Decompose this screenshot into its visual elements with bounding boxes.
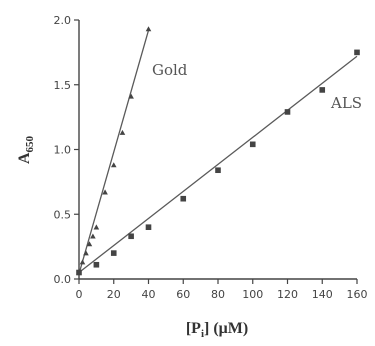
x-tick-label: 20 xyxy=(107,288,121,301)
gold-series-label: Gold xyxy=(152,61,188,79)
x-tick-label: 80 xyxy=(211,288,225,301)
als-point xyxy=(180,195,187,202)
series-labels: Gold ALS xyxy=(152,61,362,112)
y-tick-label: 1.5 xyxy=(54,79,72,92)
x-tick-label: 140 xyxy=(312,288,333,301)
als-series-label: ALS xyxy=(330,94,362,112)
x-tick-label: 160 xyxy=(347,288,368,301)
y-tick-label: 1.0 xyxy=(54,144,72,157)
als-fit-line xyxy=(78,55,358,274)
als-point xyxy=(110,250,117,256)
axes: 0.0 0.5 1.0 1.5 2.0 0 20 40 60 80 100 120 140 160 xyxy=(54,14,368,301)
gold-point xyxy=(90,233,96,239)
fit-lines xyxy=(78,30,358,274)
data-points xyxy=(76,26,360,276)
als-point xyxy=(249,141,256,148)
y-axis-label: A650 xyxy=(16,135,36,164)
x-axis-label: [Pi] (μM) xyxy=(186,320,248,340)
y-tick-label: 0.0 xyxy=(54,273,72,286)
gold-point xyxy=(128,93,134,99)
als-point xyxy=(354,49,360,56)
gold-point xyxy=(86,241,93,247)
gold-point xyxy=(102,189,108,195)
x-tick-label: 120 xyxy=(277,288,298,301)
als-point xyxy=(93,261,100,268)
als-point xyxy=(128,233,134,240)
als-point xyxy=(319,87,326,93)
x-tick-label: 60 xyxy=(176,288,190,301)
gold-point xyxy=(110,162,117,168)
als-point xyxy=(145,224,152,230)
als-point xyxy=(284,109,291,115)
gold-point xyxy=(119,129,126,135)
gold-point xyxy=(83,250,89,256)
gold-point xyxy=(93,224,100,230)
y-tick-label: 0.5 xyxy=(54,208,72,221)
gold-point xyxy=(145,26,152,32)
x-tick-label: 100 xyxy=(242,288,263,301)
als-point xyxy=(215,167,221,174)
gold-fit-line xyxy=(78,30,150,274)
x-tick-label: 0 xyxy=(76,288,83,301)
x-tick-label: 40 xyxy=(142,288,156,301)
y-tick-label: 2.0 xyxy=(54,14,72,27)
gold-point xyxy=(79,259,86,265)
